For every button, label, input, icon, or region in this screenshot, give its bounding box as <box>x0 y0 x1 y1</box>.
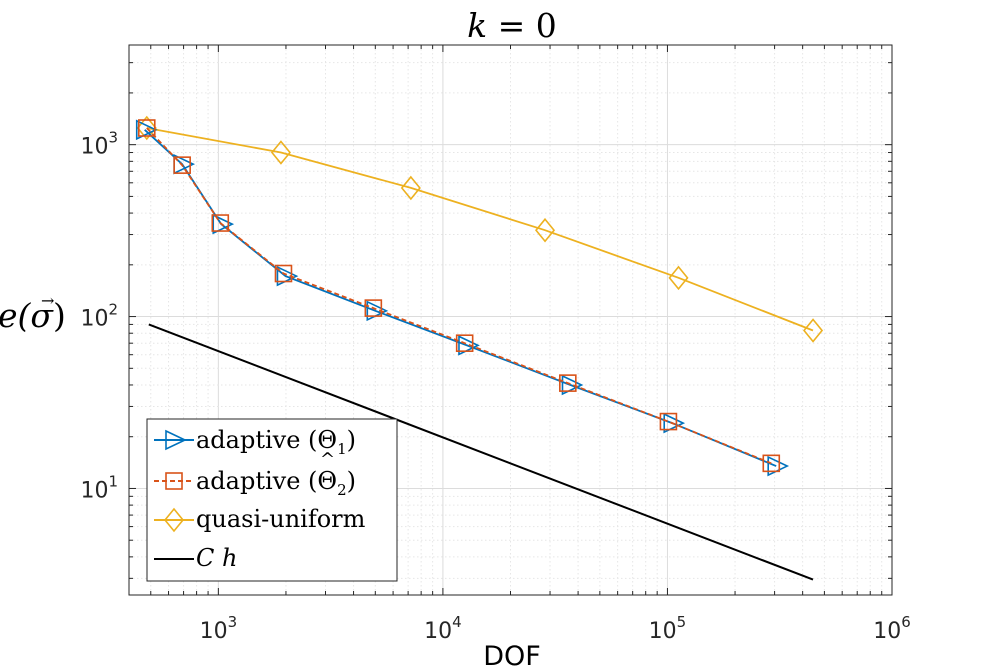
legend: adaptive (Θ1) ^ adaptive (Θ2) quasi-unif… <box>146 418 398 582</box>
legend-entry-adaptive-theta2: adaptive (Θ2) <box>196 467 356 499</box>
axis-ticks <box>128 45 893 595</box>
x-tick-label: 105 <box>649 613 687 644</box>
data-point <box>561 374 584 396</box>
series-c-h <box>148 323 814 581</box>
plot-area <box>135 115 824 581</box>
y-axis-label-vector-arrow: → <box>41 291 54 310</box>
legend-box <box>146 418 398 582</box>
y-tick-label: 103 <box>80 129 118 160</box>
data-point <box>135 119 158 141</box>
data-point <box>137 119 156 137</box>
legend-entry-hat-accent: ^ <box>320 449 335 470</box>
data-point <box>276 265 299 287</box>
series-quasi-uniform <box>136 115 824 343</box>
data-point <box>455 334 474 352</box>
series-adaptive-2 <box>137 119 781 473</box>
y-tick-labels: 101 102 103 <box>80 129 118 504</box>
legend-entry-quasi-uniform: quasi-uniform <box>196 505 366 533</box>
data-point <box>136 115 157 141</box>
legend-entry-adaptive-theta1: adaptive (Θ1) <box>196 426 356 458</box>
data-point <box>270 140 291 165</box>
series-line <box>148 323 814 581</box>
legend-marker <box>165 429 187 451</box>
y-axis-label: e(σ) → <box>0 291 66 335</box>
data-point <box>803 318 824 343</box>
data-point <box>663 412 686 434</box>
data-point <box>535 217 556 243</box>
data-point <box>212 213 235 235</box>
legend-sample-adaptive-1 <box>154 429 194 451</box>
data-point <box>668 265 689 291</box>
legend-sample-adaptive-2 <box>154 472 194 490</box>
data-point <box>400 175 421 201</box>
data-point <box>211 214 230 232</box>
series-line <box>146 127 772 465</box>
data-point <box>659 412 678 431</box>
x-tick-label: 106 <box>873 613 911 644</box>
data-point <box>559 374 577 392</box>
legend-marker <box>165 472 183 490</box>
legend-marker <box>163 507 185 533</box>
data-point <box>364 299 383 317</box>
x-axis-label: DOF <box>483 641 541 669</box>
y-axis-label-text: e(σ) <box>0 296 66 335</box>
x-tick-label: 103 <box>200 613 238 644</box>
legend-entry-ch: C h <box>196 544 237 572</box>
x-tick-label: 104 <box>424 613 462 644</box>
x-tick-labels: 103 104 105 106 <box>200 613 911 644</box>
series-line <box>146 127 814 332</box>
data-point <box>458 335 480 356</box>
legend-sample-quasi-uniform <box>154 507 194 533</box>
data-point <box>173 156 191 174</box>
y-tick-label: 101 <box>80 472 118 503</box>
data-point <box>274 264 293 283</box>
data-point <box>762 454 781 473</box>
y-tick-label: 102 <box>80 301 118 332</box>
chart-title: k = 0 <box>467 6 557 45</box>
legend-samples <box>154 429 194 560</box>
